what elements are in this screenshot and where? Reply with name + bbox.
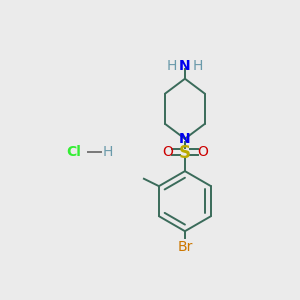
- Text: H: H: [102, 145, 112, 158]
- Text: N: N: [179, 132, 191, 146]
- Text: Cl: Cl: [66, 145, 81, 158]
- Text: H: H: [167, 59, 177, 73]
- Text: S: S: [179, 144, 191, 162]
- Text: O: O: [197, 145, 208, 159]
- Text: H: H: [193, 59, 203, 73]
- Text: Br: Br: [177, 240, 193, 254]
- Text: O: O: [162, 145, 173, 159]
- Text: N: N: [179, 59, 191, 73]
